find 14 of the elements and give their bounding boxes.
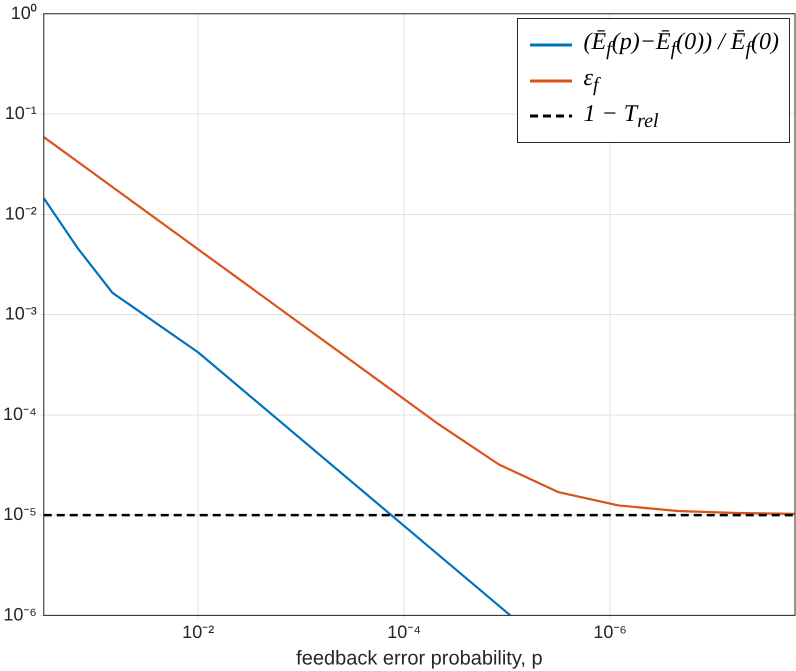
y-tick-label: 10⁻⁵ xyxy=(3,504,37,524)
x-tick-label: 10⁻² xyxy=(182,622,214,642)
y-tick-label: 10⁻³ xyxy=(4,304,37,324)
y-tick-label: 10⁰ xyxy=(10,2,37,23)
x-tick-label: 10⁻⁴ xyxy=(387,622,422,642)
legend-label: 1 − T$_{rel}$ xyxy=(584,100,659,132)
legend-label: ε$_{f}$ xyxy=(584,64,599,97)
legend-label: (Ē$_{f}$(p)−Ē$_{f}$(0)) / Ē$_{f}$(0) xyxy=(584,29,779,61)
y-tick-label: 10⁻⁴ xyxy=(2,404,37,424)
y-tick-label: 10⁻⁶ xyxy=(3,604,37,624)
y-tick-label: 10⁻¹ xyxy=(4,103,37,124)
y-tick-label: 10⁻² xyxy=(4,203,37,224)
x-tick-label: 10⁻⁶ xyxy=(593,622,627,642)
x-axis-title: feedback error probability, p xyxy=(296,648,543,670)
